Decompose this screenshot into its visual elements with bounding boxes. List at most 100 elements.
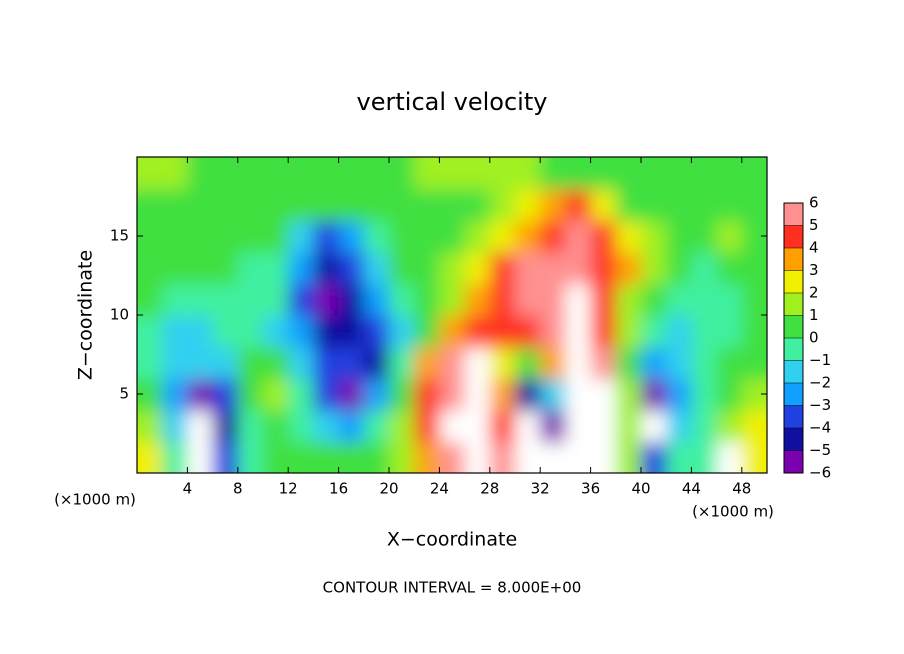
colorbar-tick-label: −6 bbox=[809, 464, 831, 482]
field-cell bbox=[489, 441, 516, 473]
field-cell bbox=[741, 409, 767, 443]
field-cell bbox=[489, 378, 516, 411]
field-cell bbox=[212, 157, 239, 190]
field-cell bbox=[615, 188, 642, 222]
field-cell bbox=[464, 346, 491, 380]
field-cell bbox=[641, 315, 668, 348]
field-cell bbox=[263, 283, 290, 316]
field-cell bbox=[741, 315, 767, 348]
colorbar-band bbox=[784, 225, 803, 248]
field-cell bbox=[691, 409, 718, 443]
colorbar-band bbox=[784, 338, 803, 361]
field-cell bbox=[489, 283, 516, 316]
field-cell bbox=[263, 188, 290, 222]
field-cell bbox=[590, 409, 617, 443]
field-cell bbox=[464, 378, 491, 411]
colorbar-band bbox=[784, 315, 803, 338]
contour-note: CONTOUR INTERVAL = 8.000E+00 bbox=[323, 579, 582, 597]
field-cell bbox=[363, 188, 390, 222]
colorbar-tick-label: 1 bbox=[809, 306, 819, 324]
field-cell bbox=[288, 409, 315, 443]
colorbar-band bbox=[784, 270, 803, 293]
field-cell bbox=[162, 188, 189, 222]
field-cell bbox=[565, 409, 592, 443]
field-cell bbox=[565, 346, 592, 380]
field-cell bbox=[489, 220, 516, 253]
field-cell bbox=[212, 283, 239, 316]
field-cell bbox=[540, 315, 567, 348]
field-cell bbox=[313, 315, 340, 348]
field-cell bbox=[565, 441, 592, 473]
colorbar-band bbox=[784, 450, 803, 473]
field-cell bbox=[313, 378, 340, 411]
field-cell bbox=[565, 157, 592, 190]
field-cell bbox=[691, 346, 718, 380]
field-cell bbox=[716, 346, 743, 380]
field-cell bbox=[666, 441, 693, 473]
field-cell bbox=[338, 441, 365, 473]
x-tick-label: 20 bbox=[379, 480, 398, 498]
field-cell bbox=[363, 378, 390, 411]
field-cell bbox=[590, 378, 617, 411]
field-cell bbox=[540, 283, 567, 316]
field-cell bbox=[237, 220, 264, 253]
field-cell bbox=[666, 283, 693, 316]
field-cell bbox=[389, 188, 416, 222]
field-cell bbox=[338, 251, 365, 285]
colorbar-tick-label: 0 bbox=[809, 329, 819, 347]
x-tick-label: 28 bbox=[480, 480, 499, 498]
y-tick-label: 10 bbox=[110, 306, 129, 324]
field-cell bbox=[540, 346, 567, 380]
field-cell bbox=[691, 378, 718, 411]
field-cell bbox=[338, 409, 365, 443]
field-cell bbox=[187, 188, 214, 222]
colorbar-tick-label: 5 bbox=[809, 216, 819, 234]
x-tick-label: 44 bbox=[682, 480, 701, 498]
field-cell bbox=[515, 157, 542, 190]
field-cell bbox=[363, 283, 390, 316]
colorbar-band bbox=[784, 360, 803, 383]
field-cell bbox=[313, 188, 340, 222]
field-cell bbox=[641, 441, 668, 473]
field-cell bbox=[666, 220, 693, 253]
field-cell bbox=[414, 315, 441, 348]
field-cell bbox=[716, 188, 743, 222]
field-cell bbox=[237, 315, 264, 348]
field-cell bbox=[691, 283, 718, 316]
field-cell bbox=[313, 220, 340, 253]
field-cell bbox=[666, 188, 693, 222]
field-cell bbox=[615, 409, 642, 443]
field-cell bbox=[464, 188, 491, 222]
field-cell bbox=[212, 346, 239, 380]
field-cell bbox=[313, 251, 340, 285]
field-cell bbox=[540, 378, 567, 411]
field-cell bbox=[162, 441, 189, 473]
field-cell bbox=[464, 441, 491, 473]
field-cell bbox=[263, 409, 290, 443]
field-cell bbox=[313, 346, 340, 380]
field-cell bbox=[414, 220, 441, 253]
field-cell bbox=[590, 346, 617, 380]
field-cell bbox=[439, 346, 466, 380]
field-cell bbox=[489, 346, 516, 380]
field-cell bbox=[313, 441, 340, 473]
field-cell bbox=[237, 346, 264, 380]
colorbar-tick-label: 4 bbox=[809, 239, 819, 257]
field-cell bbox=[137, 188, 164, 222]
field-cell bbox=[590, 157, 617, 190]
field-cell bbox=[162, 409, 189, 443]
field-cell bbox=[540, 441, 567, 473]
field-cell bbox=[263, 378, 290, 411]
field-cell bbox=[666, 157, 693, 190]
field-cell bbox=[137, 346, 164, 380]
colorbar-tick-label: −5 bbox=[809, 441, 831, 459]
field-cell bbox=[590, 441, 617, 473]
field-cell bbox=[590, 188, 617, 222]
field-cell bbox=[389, 220, 416, 253]
field-cell bbox=[666, 315, 693, 348]
field-cell bbox=[162, 283, 189, 316]
field-cell bbox=[137, 251, 164, 285]
colorbar-tick-label: 2 bbox=[809, 284, 819, 302]
field-cell bbox=[716, 251, 743, 285]
y-tick-label: 15 bbox=[110, 227, 129, 245]
